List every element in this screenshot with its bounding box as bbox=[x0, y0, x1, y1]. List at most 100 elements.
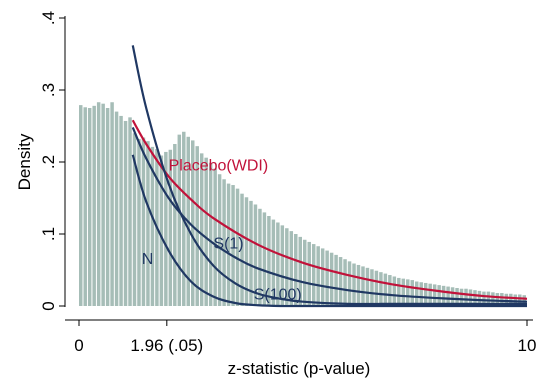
histogram-bar bbox=[262, 212, 267, 306]
curve-n bbox=[131, 154, 527, 308]
histogram-bar bbox=[150, 146, 155, 306]
histogram-bar bbox=[383, 273, 388, 306]
curve-s-100 bbox=[131, 45, 527, 306]
histogram-bar bbox=[437, 285, 441, 306]
x-tick-label: 1.96 (.05) bbox=[130, 336, 203, 355]
curve-label-s-1: S(1) bbox=[213, 235, 243, 252]
histogram-bar bbox=[361, 266, 365, 306]
histogram-bar bbox=[365, 267, 370, 306]
histogram-bar bbox=[128, 117, 132, 306]
curve-placebo-wdi bbox=[131, 119, 528, 300]
histogram-bar bbox=[137, 138, 141, 306]
histogram-bar bbox=[199, 153, 204, 306]
histogram-bar bbox=[253, 204, 258, 306]
histogram-bar bbox=[388, 275, 392, 306]
histogram-bar bbox=[415, 281, 419, 306]
histogram-bar bbox=[267, 216, 271, 306]
histogram-bar bbox=[298, 236, 302, 306]
histogram-bar bbox=[146, 141, 150, 306]
histogram-bar bbox=[392, 276, 397, 306]
histogram-bar bbox=[96, 102, 101, 307]
x-tick-label: 10 bbox=[518, 336, 537, 355]
histogram-bar bbox=[83, 107, 87, 306]
histogram-bar bbox=[87, 108, 92, 306]
y-tick-label: .1 bbox=[39, 227, 58, 241]
histogram-bar bbox=[486, 291, 491, 306]
histogram-bar bbox=[294, 234, 298, 306]
histogram-bar bbox=[509, 293, 513, 306]
histogram-bar bbox=[222, 179, 226, 306]
histogram-bar bbox=[518, 294, 522, 306]
histogram-bar bbox=[173, 144, 177, 306]
histogram-bar bbox=[280, 225, 285, 306]
x-tick-label: 0 bbox=[74, 336, 83, 355]
histogram-bar bbox=[168, 149, 173, 306]
histogram-bar bbox=[285, 228, 289, 306]
histogram-bar bbox=[504, 293, 509, 306]
histogram-bar bbox=[303, 239, 307, 306]
histogram-bar bbox=[226, 183, 231, 306]
histogram-bar bbox=[204, 157, 208, 306]
histogram-bar bbox=[329, 252, 334, 306]
histogram-bar bbox=[217, 174, 222, 306]
histogram-bar bbox=[343, 259, 347, 306]
y-tick-label: .4 bbox=[39, 11, 58, 25]
y-tick-label: .3 bbox=[39, 83, 58, 97]
histogram-bar bbox=[119, 115, 123, 306]
histogram-bar bbox=[191, 140, 195, 306]
curve-label-placebo-wdi: Placebo(WDI) bbox=[169, 158, 269, 175]
histogram-bar bbox=[289, 231, 294, 306]
histogram-bar bbox=[356, 264, 361, 306]
histogram-bar bbox=[423, 282, 428, 306]
histogram-bar bbox=[374, 270, 379, 306]
histogram-bar bbox=[450, 287, 455, 306]
histogram-bar bbox=[370, 269, 374, 306]
histogram-bar bbox=[441, 285, 446, 306]
histogram-bar bbox=[276, 222, 280, 306]
histogram-bar bbox=[446, 286, 450, 306]
histogram-bar bbox=[482, 291, 486, 306]
histogram-bar bbox=[123, 120, 128, 307]
curve-labels: Placebo(WDI) S(1) N S(100) bbox=[142, 158, 302, 304]
histogram-bar bbox=[132, 133, 137, 306]
histogram-bar bbox=[159, 155, 164, 306]
y-tick-label: 0 bbox=[39, 301, 58, 310]
histogram-bar bbox=[141, 137, 146, 306]
histogram-bar bbox=[105, 108, 110, 306]
histogram-bar bbox=[249, 200, 253, 306]
histogram-bar bbox=[468, 289, 473, 306]
histogram-bar bbox=[92, 105, 96, 306]
histogram-bar bbox=[352, 263, 356, 306]
histogram-bar bbox=[379, 272, 383, 306]
histogram-bar bbox=[208, 162, 213, 306]
histogram-bar bbox=[320, 248, 325, 306]
histogram-bar bbox=[347, 261, 352, 306]
histogram-bar bbox=[464, 288, 468, 306]
histogram-bar bbox=[334, 254, 338, 306]
histogram-bar bbox=[428, 283, 432, 306]
histogram-bar bbox=[410, 280, 414, 306]
curve-label-n: N bbox=[142, 251, 154, 268]
y-axis-title: Density bbox=[15, 133, 34, 190]
histogram-bar bbox=[338, 257, 343, 306]
histogram-bar bbox=[311, 244, 316, 306]
histogram-bar bbox=[495, 293, 500, 306]
histogram-bar bbox=[316, 246, 320, 306]
histogram-bar bbox=[307, 241, 311, 306]
histogram-bars bbox=[79, 102, 526, 307]
histogram-bar bbox=[231, 185, 235, 306]
histogram-bar bbox=[235, 188, 240, 306]
histogram-bar bbox=[114, 111, 119, 306]
histogram-bar bbox=[406, 279, 410, 306]
density-curves bbox=[131, 45, 528, 308]
histogram-bar bbox=[455, 288, 459, 306]
histogram-bar bbox=[397, 277, 401, 306]
histogram-bar bbox=[195, 146, 199, 306]
histogram-bar bbox=[271, 219, 276, 306]
histogram-bar bbox=[491, 292, 495, 306]
axes: 0 .1 .2 .3 .4 0 1.96 (.05) 10 z-statistic (p-val… bbox=[15, 11, 536, 378]
histogram-bar bbox=[473, 290, 477, 306]
histogram-bar bbox=[79, 105, 83, 307]
histogram-bar bbox=[213, 168, 217, 306]
